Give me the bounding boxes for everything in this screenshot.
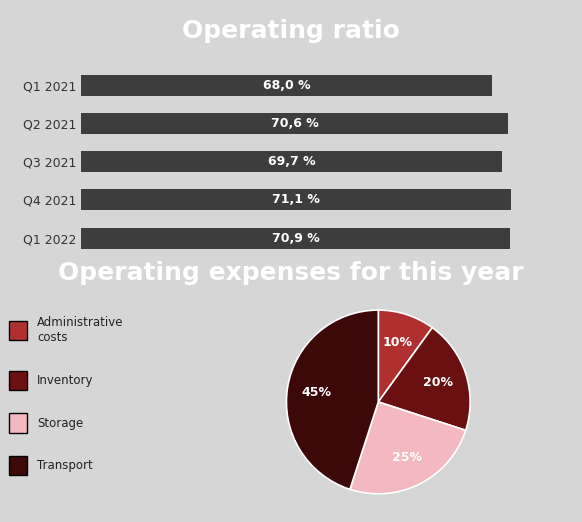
Wedge shape <box>350 402 466 494</box>
Text: 45%: 45% <box>301 386 332 399</box>
Text: Operating expenses for this year: Operating expenses for this year <box>58 261 524 284</box>
Bar <box>81 189 511 210</box>
Text: 70,9 %: 70,9 % <box>272 232 320 245</box>
Bar <box>81 113 508 134</box>
Wedge shape <box>286 310 378 489</box>
Bar <box>81 228 510 248</box>
Text: 69,7 %: 69,7 % <box>268 156 315 168</box>
Text: 68,0 %: 68,0 % <box>263 79 311 92</box>
FancyBboxPatch shape <box>9 371 27 390</box>
FancyBboxPatch shape <box>9 456 27 475</box>
Bar <box>81 151 502 172</box>
Text: 20%: 20% <box>423 376 453 389</box>
Text: 70,6 %: 70,6 % <box>271 117 318 130</box>
Text: Transport: Transport <box>37 459 93 472</box>
Text: Operating ratio: Operating ratio <box>182 19 400 43</box>
Bar <box>81 75 492 96</box>
FancyBboxPatch shape <box>9 413 27 433</box>
Text: 71,1 %: 71,1 % <box>272 194 320 207</box>
Text: Administrative
costs: Administrative costs <box>37 316 124 345</box>
Text: Storage: Storage <box>37 417 83 430</box>
Wedge shape <box>378 328 470 430</box>
Text: Inventory: Inventory <box>37 374 94 387</box>
Text: 10%: 10% <box>382 336 413 349</box>
Text: 25%: 25% <box>392 451 422 464</box>
Wedge shape <box>378 310 432 402</box>
FancyBboxPatch shape <box>9 321 27 340</box>
